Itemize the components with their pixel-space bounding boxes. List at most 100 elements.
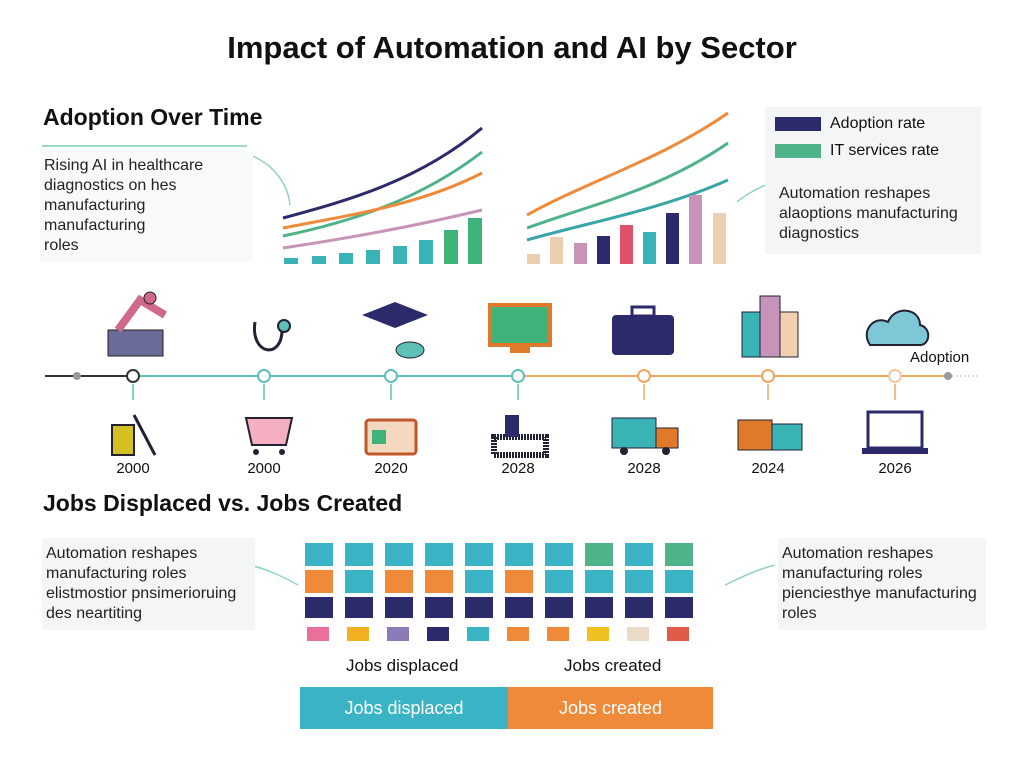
bar [689,195,702,264]
cloud [865,309,930,346]
block [625,597,653,618]
node [637,369,651,383]
machine-icon [111,414,157,456]
cap [362,302,428,328]
bar [713,213,726,264]
vehicle [307,627,329,641]
adoption-lines [282,111,729,250]
dot [944,372,952,380]
legend-swatch [775,117,821,131]
line [282,208,483,250]
container [771,423,803,451]
bar [312,256,326,264]
block [665,570,693,593]
year: 2000 [116,460,150,477]
vehicle [587,627,609,641]
scanner [505,415,519,437]
bar [550,237,563,264]
nodes [126,369,902,383]
adoption-bars [284,195,726,264]
bar [574,243,587,264]
vehicle [347,627,369,641]
building [779,311,799,358]
robot-arm-icon [107,291,168,357]
block [345,597,373,618]
cross [372,430,386,444]
bar [620,225,633,264]
year: 2028 [501,460,535,477]
bar [366,250,380,264]
block [665,597,693,618]
block [345,570,373,593]
truck-icon [611,417,679,455]
wheel [279,449,285,455]
block [545,543,573,566]
note-line: alaoptions manufacturing [779,205,958,222]
arm [114,294,168,333]
block [385,597,413,618]
wheel [620,447,628,455]
block [465,570,493,593]
arm [132,414,157,456]
ticks [132,384,896,400]
wheel [662,447,670,455]
note-line: roles [782,605,817,622]
bar [597,236,610,264]
bell [277,319,291,333]
bar-created [508,687,713,729]
vehicle [667,627,689,641]
block [305,543,333,566]
block [545,570,573,593]
body [111,424,135,456]
cap-icon [362,302,428,359]
underline [42,145,247,147]
line [282,126,483,220]
base [862,448,928,454]
block [425,597,453,618]
note-line: diagnostics on hes [44,177,177,194]
note-line: Automation reshapes [46,545,198,562]
building [741,311,761,358]
barcode-icon [491,415,549,458]
year: 2026 [878,460,912,477]
block [425,570,453,593]
bar [643,232,656,264]
note-line: piencіesthye manufacturing [782,585,977,602]
handle [630,305,656,318]
icons-top [107,291,930,359]
block [305,570,333,593]
block [385,543,413,566]
cab [655,427,679,449]
node [126,369,140,383]
pointer [724,564,776,586]
pointer [249,564,299,586]
cargo [611,417,657,449]
cart [244,417,294,446]
barcode [491,434,549,458]
note-line: Automation reshapes [779,185,931,202]
year: 2028 [627,460,661,477]
node [257,369,271,383]
block [465,597,493,618]
line [526,111,729,217]
legend-swatch [775,144,821,158]
kit [364,418,418,456]
node [384,369,398,383]
block [385,570,413,593]
note-line: manufacturing roles [46,565,187,582]
line [282,171,483,230]
title: Impact of Automation and AI by Sector [227,30,797,65]
block [625,543,653,566]
note-line: manufacturing manufacturing [44,197,146,234]
block [505,597,533,618]
bar [468,218,482,264]
block [505,570,533,593]
note: Automation reshapes manufacturing roles el… [42,538,255,630]
pointer [249,154,291,206]
bar-displaced [300,687,508,729]
icons-bottom [111,410,928,458]
note-line: diagnostics [779,225,860,242]
dot [73,372,81,380]
factory [107,329,164,357]
